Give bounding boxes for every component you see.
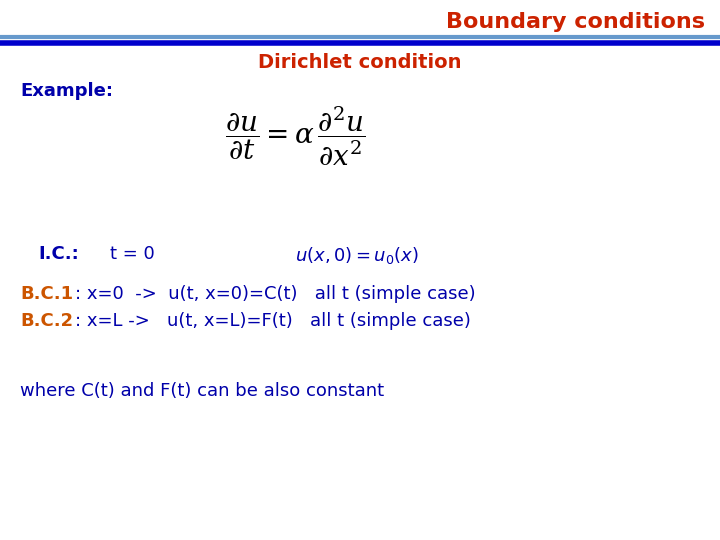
Text: $u(x,0) = u_0(x)$: $u(x,0) = u_0(x)$ (295, 245, 419, 266)
Text: B.C.1: B.C.1 (20, 285, 73, 303)
Text: where C(t) and F(t) can be also constant: where C(t) and F(t) can be also constant (20, 382, 384, 400)
Text: : x=0  ->  u(t, x=0)=C(t)   all t (simple case): : x=0 -> u(t, x=0)=C(t) all t (simple ca… (75, 285, 476, 303)
Text: Boundary conditions: Boundary conditions (446, 12, 705, 32)
Text: : x=L ->   u(t, x=L)=F(t)   all t (simple case): : x=L -> u(t, x=L)=F(t) all t (simple ca… (75, 312, 471, 330)
Text: t = 0: t = 0 (110, 245, 155, 263)
Text: $\dfrac{\partial u}{\partial t} = \alpha\, \dfrac{\partial^2 u}{\partial x^2}$: $\dfrac{\partial u}{\partial t} = \alpha… (225, 105, 365, 168)
Text: Dirichlet condition: Dirichlet condition (258, 53, 462, 72)
Text: Example:: Example: (20, 82, 113, 100)
Text: I.C.:: I.C.: (38, 245, 78, 263)
Text: B.C.2: B.C.2 (20, 312, 73, 330)
